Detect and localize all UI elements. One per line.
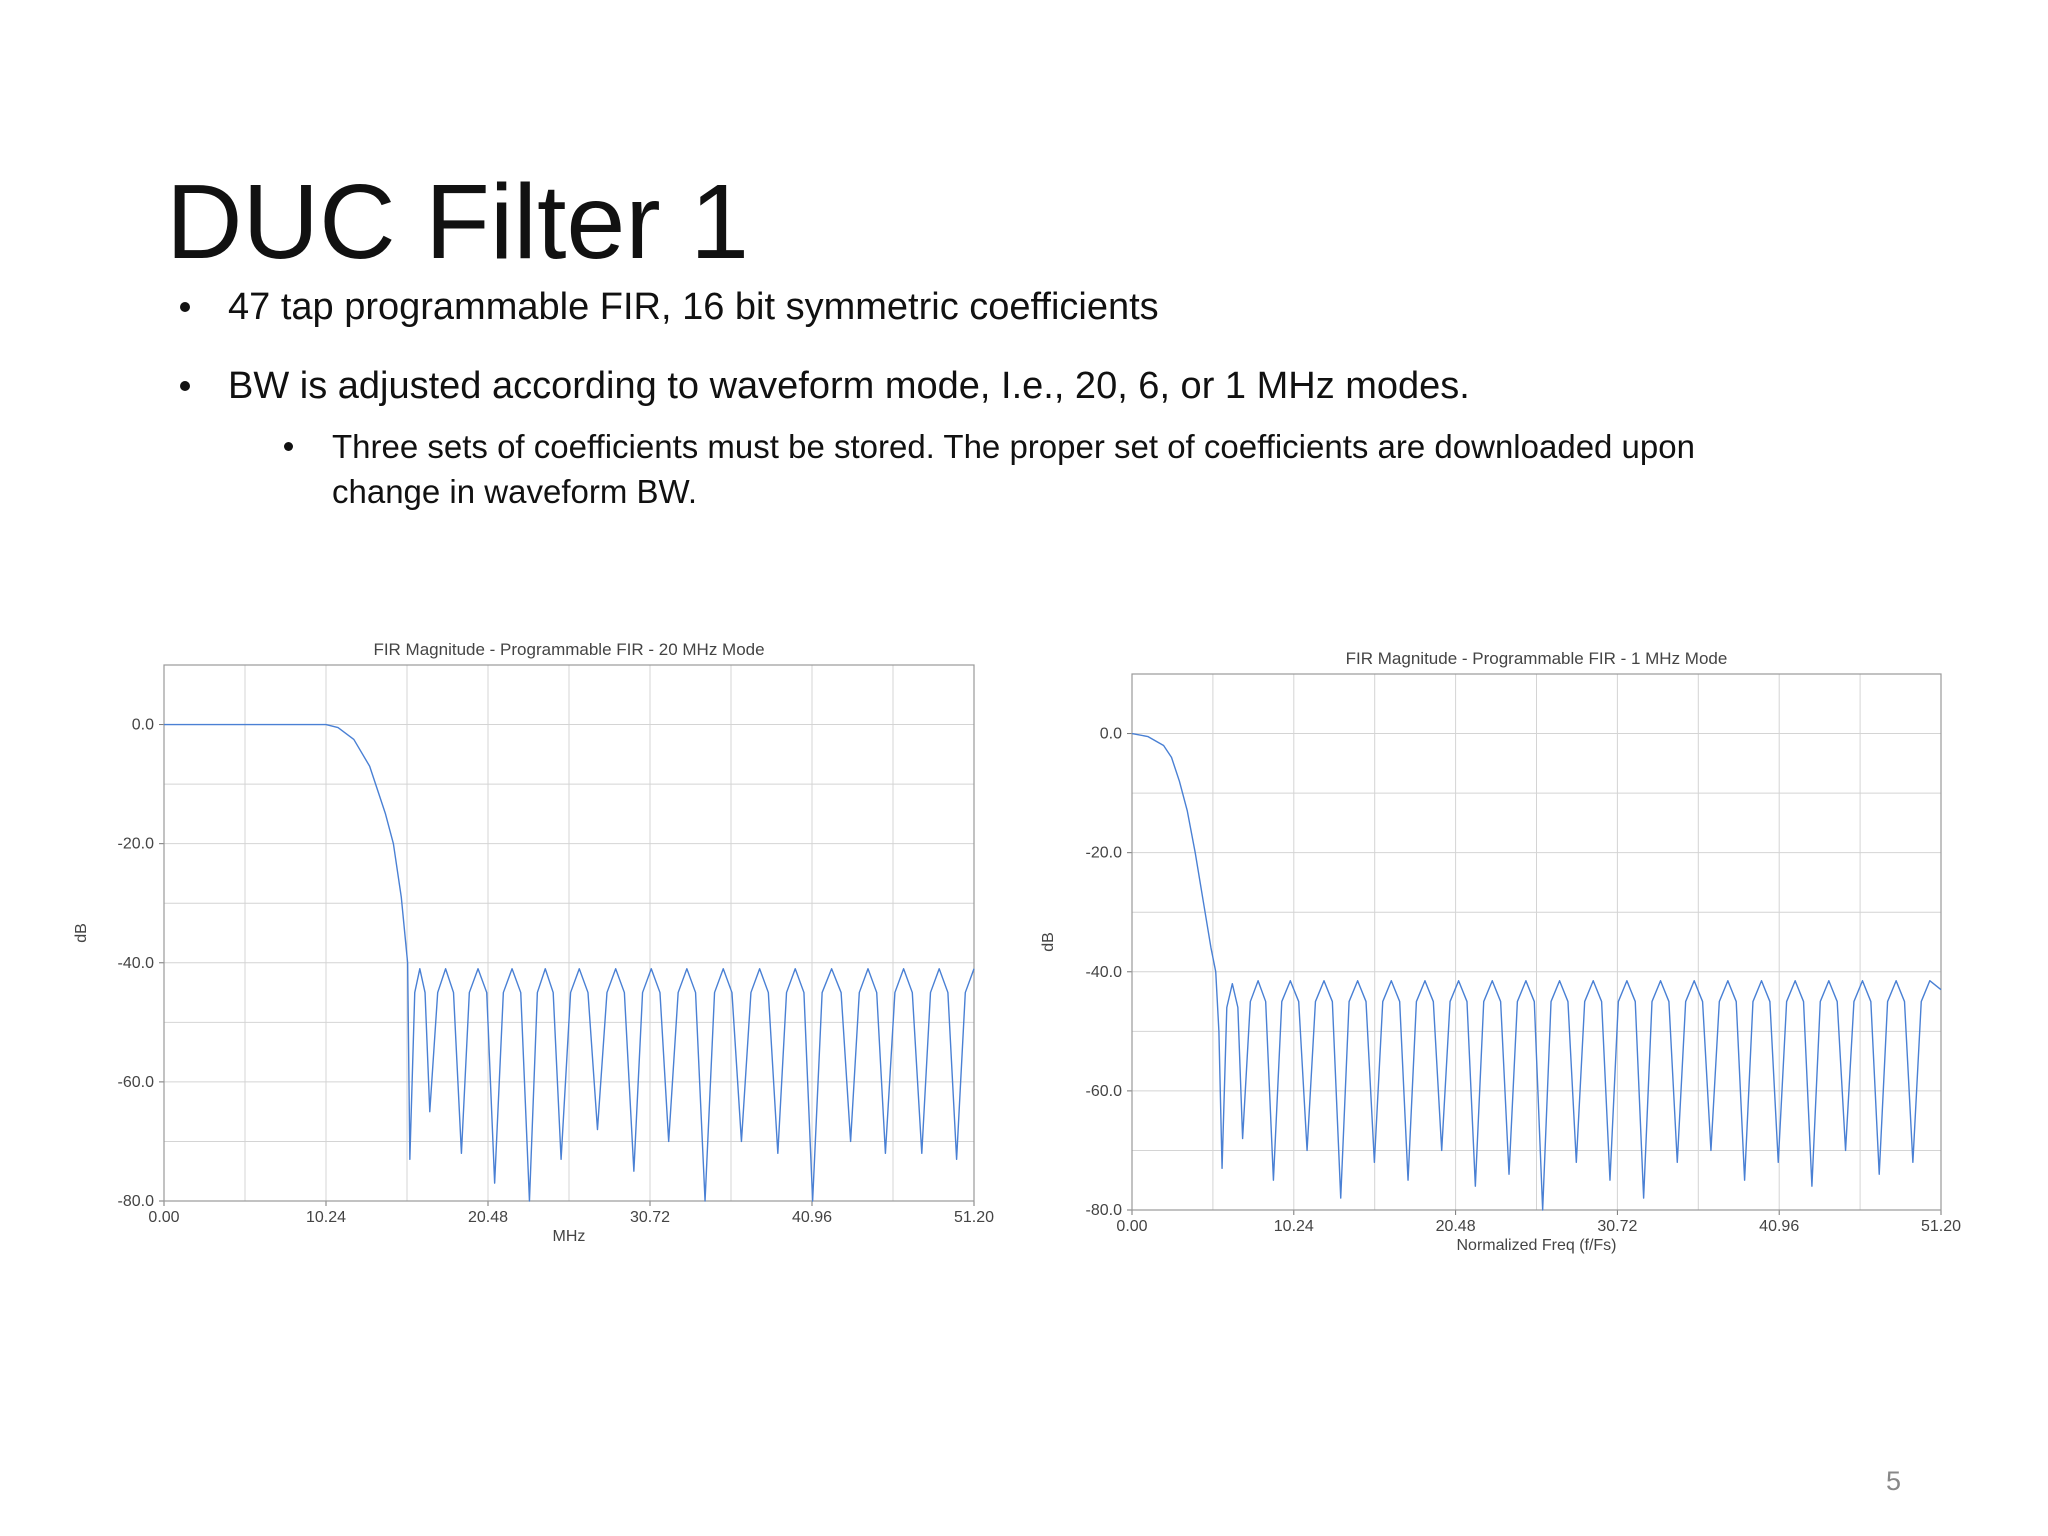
page-number: 5 [1886,1466,1902,1496]
x-tick-label: 40.96 [1759,1218,1799,1235]
response-line [1131,732,1942,1211]
y-axis-label: dB [1040,932,1057,952]
x-tick-label: 0.00 [1116,1218,1147,1235]
x-tick-label: 20.48 [468,1209,508,1226]
y-tick-label: -80.0 [118,1193,155,1210]
y-tick-label: -20.0 [1086,845,1123,862]
plot-border [163,664,975,1202]
x-tick-label: 51.20 [954,1209,994,1226]
y-tick-label: -80.0 [1086,1202,1123,1219]
x-tick-label: 30.72 [630,1209,670,1226]
chart-title: FIR Magnitude - Programmable FIR - 20 MH… [373,640,764,659]
y-tick-label: -40.0 [1086,964,1123,981]
bullet-dot [284,442,293,451]
sub-bullet-text: Three sets of coefficients must be store… [332,428,1695,510]
x-axis-label: Normalized Freq (f/Fs) [1456,1237,1616,1254]
x-tick-label: 10.24 [1274,1218,1314,1235]
chart-title: FIR Magnitude - Programmable FIR - 1 MHz… [1346,649,1728,668]
y-axis-label: dB [73,923,90,943]
y-tick-label: -60.0 [118,1074,155,1091]
bullet-text: 47 tap programmable FIR, 16 bit symmetri… [228,286,1159,328]
x-tick-label: 20.48 [1436,1218,1476,1235]
y-tick-label: -40.0 [118,955,155,972]
y-tick-label: 0.0 [1100,726,1122,743]
y-tick-label: -20.0 [118,836,155,853]
x-tick-label: 10.24 [306,1209,346,1226]
response-line [164,723,975,1202]
slide-title: DUC Filter 1 [166,163,750,281]
bullet-text: BW is adjusted according to waveform mod… [228,365,1470,407]
bullet-dot [180,381,190,391]
x-tick-label: 30.72 [1597,1218,1637,1235]
bullet-dot [180,302,190,312]
x-tick-label: 51.20 [1921,1218,1961,1235]
x-tick-label: 40.96 [792,1209,832,1226]
x-tick-label: 0.00 [148,1209,179,1226]
y-tick-label: -60.0 [1086,1083,1123,1100]
x-axis-label: MHz [553,1228,586,1245]
plot-border [1131,673,1942,1211]
y-tick-label: 0.0 [132,717,154,734]
